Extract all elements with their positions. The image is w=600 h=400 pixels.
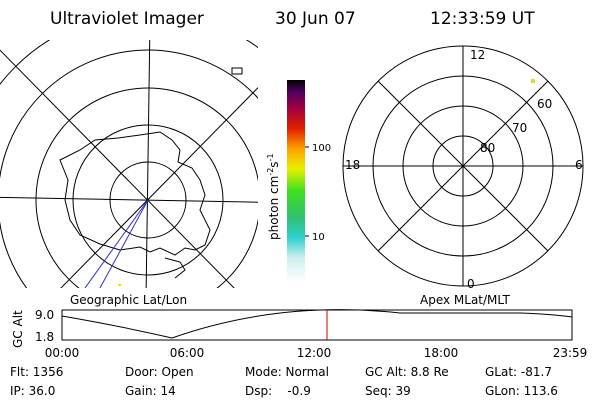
dot	[118, 284, 121, 286]
x-ticks: 00:00 06:00 12:00 18:00 23:59	[45, 346, 588, 360]
colorbar	[287, 80, 305, 282]
right-label: Apex MLat/MLT	[420, 293, 510, 307]
date: 30 Jun 07	[275, 9, 356, 29]
mlt-label: 12	[470, 48, 485, 62]
y-tick: 9.0	[35, 308, 54, 322]
y-label: GC Alt	[11, 310, 25, 348]
info-item: Flt: 1356	[10, 365, 63, 379]
mlt-label: 6	[575, 158, 583, 172]
x-tick: 00:00	[45, 346, 80, 360]
left-label: Geographic Lat/Lon	[70, 293, 187, 307]
colorbar-unit: photon cm-2s-1	[266, 153, 281, 240]
info-item: Seq: 39	[365, 384, 411, 398]
mlat-label: 70	[512, 121, 527, 135]
x-tick: 06:00	[170, 346, 205, 360]
info-item: Door: Open	[125, 365, 194, 379]
mlat-label: 80	[480, 141, 495, 155]
info-item: Mode: Normal	[245, 365, 329, 379]
info-item: GLon: 113.6	[485, 384, 558, 398]
mlat-label: 60	[537, 97, 552, 111]
info: Flt: 1356 Door: Open Mode: Normal GC Alt: 8…	[10, 365, 558, 398]
altitude-box	[61, 309, 573, 341]
y-tick: 1.8	[35, 330, 54, 344]
info-item: Dsp: -0.9	[245, 384, 311, 398]
info-item: GLat: -81.7	[485, 365, 552, 379]
unit: s	[267, 161, 281, 167]
unit: photon cm	[267, 176, 281, 240]
geographic-plot	[0, 40, 258, 288]
time: 12:33:59 UT	[430, 9, 535, 29]
x-tick: 18:00	[424, 346, 459, 360]
unit-exp: -1	[266, 153, 275, 161]
mlt-label: 0	[467, 277, 475, 291]
magnetic-plot	[342, 45, 584, 287]
x-tick: 23:59	[553, 346, 588, 360]
x-tick: 12:00	[297, 346, 332, 360]
mlt-label: 18	[345, 158, 360, 172]
unit-exp: -2	[266, 168, 275, 176]
dot	[531, 79, 535, 83]
altitude-curve	[61, 309, 573, 339]
info-item: GC Alt: 8.8 Re	[365, 365, 449, 379]
info-item: IP: 36.0	[10, 384, 55, 398]
colorbar-tick: 10	[312, 232, 325, 243]
info-item: Gain: 14	[125, 384, 176, 398]
instrument: Ultraviolet Imager	[50, 9, 204, 29]
colorbar-tick: 100	[312, 143, 331, 154]
